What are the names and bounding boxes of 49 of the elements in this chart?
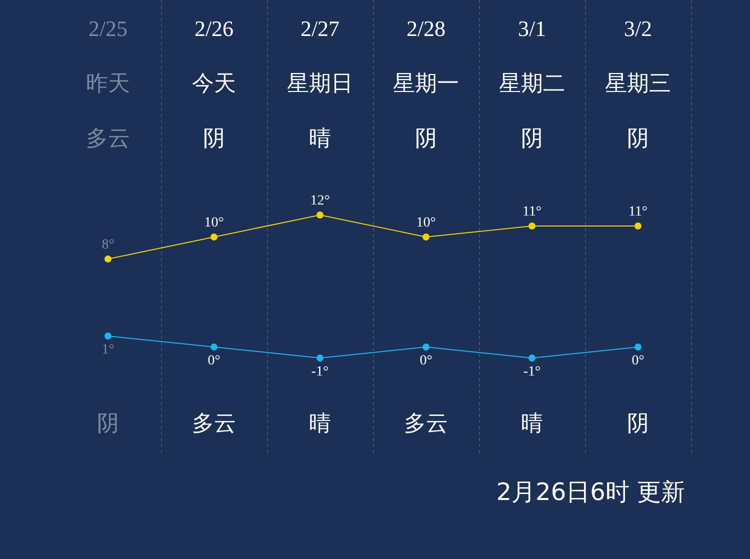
point xyxy=(634,344,642,350)
text: 多云 xyxy=(192,412,236,437)
x-tick-label: 2/25 xyxy=(88,16,128,41)
data-label: 0° xyxy=(420,354,432,369)
text: 星期三 xyxy=(605,72,671,97)
text: 晴 xyxy=(309,412,331,437)
point xyxy=(104,332,112,340)
data-label: 10° xyxy=(204,216,224,231)
text: 星期二 xyxy=(499,72,565,97)
text: 星期一 xyxy=(393,72,459,97)
text: 阴 xyxy=(415,126,437,152)
text: 阴 xyxy=(627,126,649,152)
data-label: 0° xyxy=(632,354,644,369)
x-tick-label: 3/2 xyxy=(624,16,652,41)
point xyxy=(634,222,642,230)
data-label: -1° xyxy=(523,364,541,380)
text: 昨天 xyxy=(86,72,130,97)
point xyxy=(422,234,430,240)
text: 多云 xyxy=(404,412,448,437)
point xyxy=(210,234,218,240)
point xyxy=(316,354,324,362)
text: 阴 xyxy=(97,412,119,437)
text: 晴 xyxy=(309,126,331,152)
x-tick-label: 2/26 xyxy=(194,16,234,41)
data-label: 10° xyxy=(416,216,436,231)
point xyxy=(422,344,430,350)
x-tick-label: 3/1 xyxy=(518,16,546,41)
x-tick-label: 2/27 xyxy=(300,16,340,41)
data-label: -1° xyxy=(311,364,329,380)
point xyxy=(528,222,536,230)
text: 2月26日6时 更新 xyxy=(496,478,685,506)
point xyxy=(210,344,218,350)
data-label: 8° xyxy=(102,238,114,253)
text: 多云 xyxy=(86,126,130,152)
point xyxy=(528,354,536,362)
text: 阴 xyxy=(627,412,649,437)
data-label: 1° xyxy=(102,342,114,358)
text: 星期日 xyxy=(287,72,353,97)
data-label: 11° xyxy=(522,204,542,220)
x-tick-label: 2/28 xyxy=(406,16,446,41)
point xyxy=(316,212,324,218)
point xyxy=(104,256,112,262)
text: 今天 xyxy=(192,72,236,97)
text: 阴 xyxy=(521,126,543,152)
data-label: 12° xyxy=(310,194,330,209)
text: 晴 xyxy=(521,412,543,437)
data-label: 11° xyxy=(628,204,648,220)
text: 阴 xyxy=(203,126,225,152)
data-label: 0° xyxy=(208,354,220,369)
